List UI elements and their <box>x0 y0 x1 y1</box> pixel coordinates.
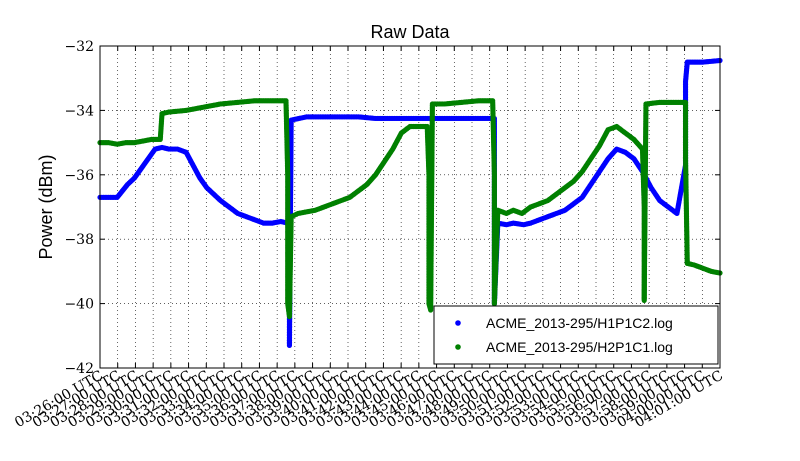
plot-data <box>97 57 723 349</box>
y-tick-label: −34 <box>64 103 94 119</box>
y-tick-label: −42 <box>64 361 94 377</box>
y-tick-label: −40 <box>64 297 94 313</box>
plot-frame <box>99 45 721 369</box>
y-axis-ticks: −42 −40 −38 −36 −34 −32 <box>64 39 720 377</box>
legend-label-h1p1c2: ACME_2013-295/H1P1C2.log <box>486 315 673 331</box>
legend-box <box>433 305 719 365</box>
y-tick-label: −36 <box>64 168 94 184</box>
legend-marker-h1p1c2 <box>455 320 461 326</box>
y-axis-label: Power (dBm) <box>36 154 56 259</box>
y-tick-label: −38 <box>64 232 94 248</box>
series-1 <box>97 98 723 320</box>
legend-marker-h2p1c1 <box>455 344 461 350</box>
legend: ACME_2013-295/H1P1C2.log ACME_2013-295/H… <box>433 305 719 365</box>
chart-title: Raw Data <box>370 22 450 42</box>
y-tick-label: −32 <box>64 39 94 55</box>
legend-label-h2p1c1: ACME_2013-295/H2P1C1.log <box>486 339 673 355</box>
